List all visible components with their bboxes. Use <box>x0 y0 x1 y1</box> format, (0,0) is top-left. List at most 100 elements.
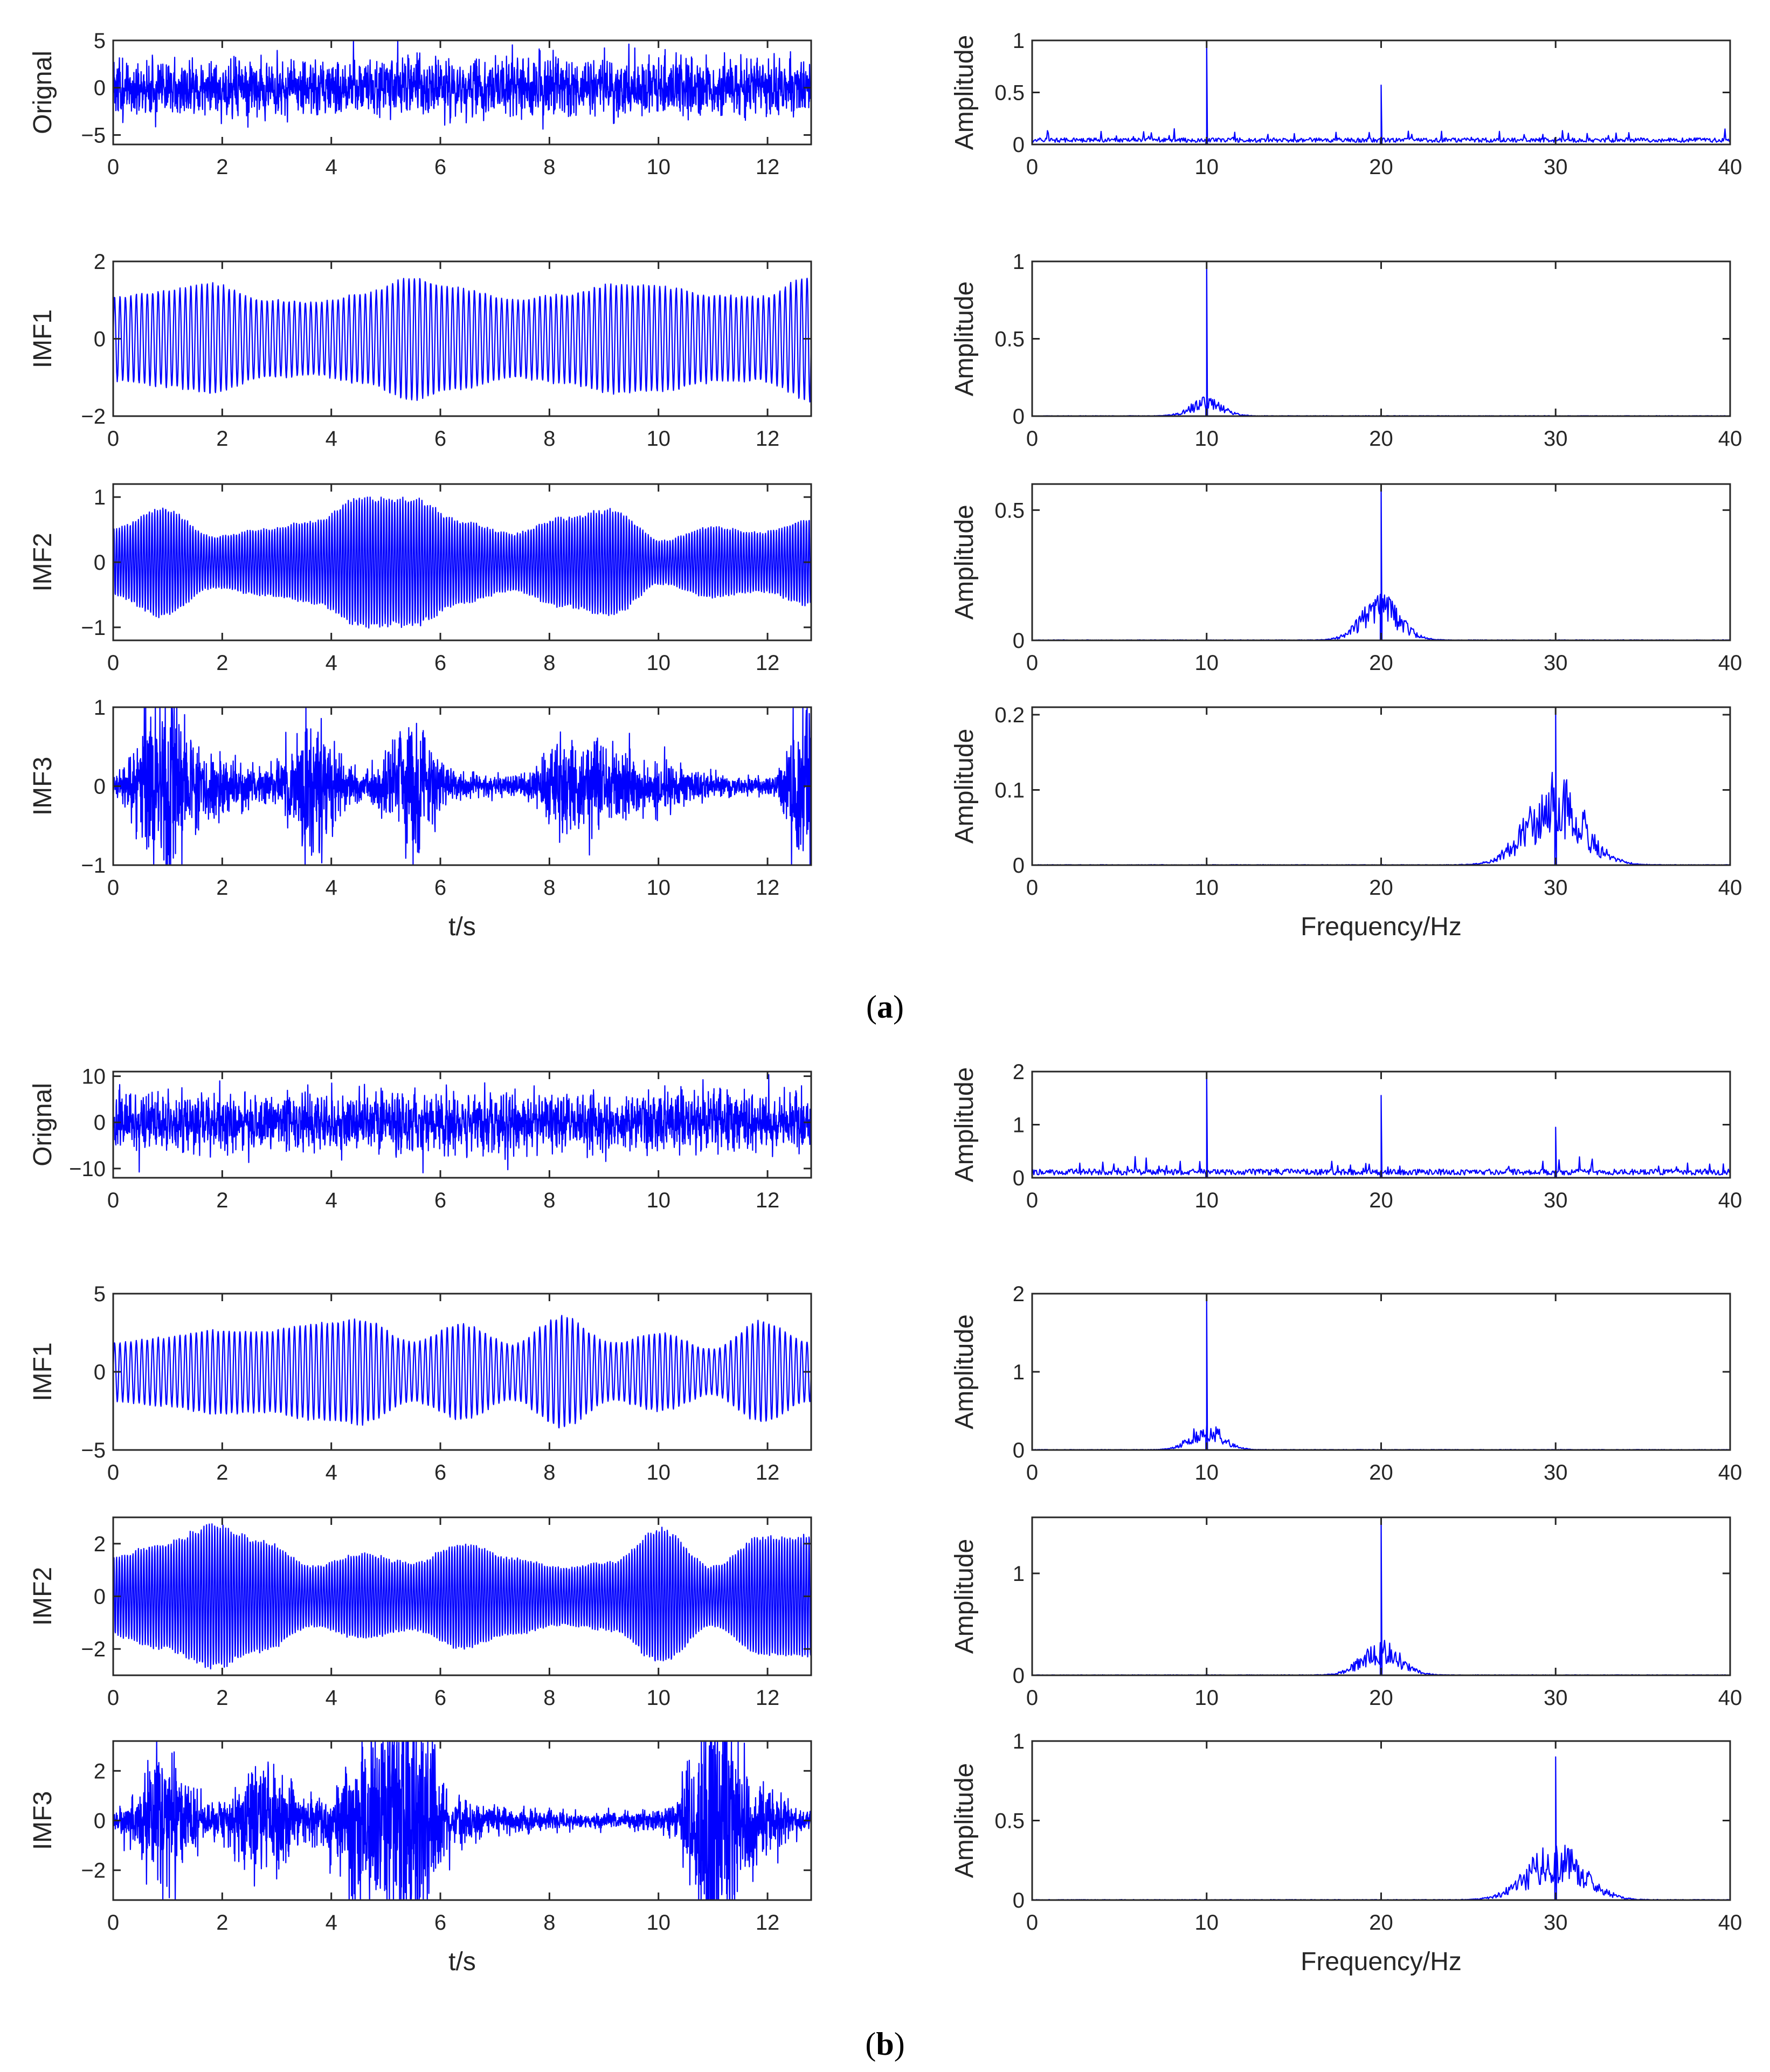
x-tick-label: 10 <box>1195 1911 1219 1935</box>
plot-a-freq-1: 0 10 20 30 40 0 0.5 1 Amplitude <box>950 250 1742 451</box>
signal-line <box>1032 707 1730 865</box>
x-tick-label: 40 <box>1718 651 1743 675</box>
signal-line <box>113 278 811 403</box>
y-axis-label: Amplitude <box>950 1314 979 1429</box>
plot-b-freq-3: 0 10 20 30 40 0 0.5 1 Amplitude Frequency/Hz <box>950 1730 1742 1976</box>
y-axis-label: Amplitude <box>950 1067 979 1182</box>
x-tick-label: 2 <box>216 651 228 675</box>
signal-line <box>113 707 811 865</box>
x-tick-label: 10 <box>646 427 670 451</box>
x-tick-label: 10 <box>1195 876 1219 900</box>
x-tick-label: 6 <box>434 1461 446 1484</box>
axes-frame <box>112 39 812 146</box>
y-axis-label: Amplitude <box>950 505 979 619</box>
x-tick-label: 8 <box>543 1686 555 1710</box>
x-tick-label: 10 <box>646 1461 670 1484</box>
y-tick-label: 1 <box>94 486 106 509</box>
y-tick-label: 0.5 <box>994 1809 1025 1833</box>
y-axis-label: Amplitude <box>950 1763 979 1878</box>
signal-line <box>1032 40 1730 144</box>
x-tick-label: 10 <box>646 1911 670 1935</box>
y-tick-label: −10 <box>69 1157 106 1181</box>
y-axis-label: Orignal <box>29 51 57 134</box>
y-axis-label: IMF1 <box>29 309 57 368</box>
plot-a-freq-2: 0 10 20 30 40 0 0.5 Amplitude <box>950 483 1743 675</box>
x-tick-label: 6 <box>434 876 446 900</box>
signal-line <box>1032 261 1730 416</box>
signal-line <box>113 1074 811 1173</box>
x-tick-label: 8 <box>543 155 555 179</box>
x-tick-label: 30 <box>1544 427 1568 451</box>
signal-line <box>113 1315 811 1429</box>
x-tick-label: 8 <box>543 651 555 675</box>
y-axis-label: Amplitude <box>950 281 979 396</box>
axes-frame <box>1031 706 1731 866</box>
x-tick-label: 4 <box>326 651 337 675</box>
x-tick-label: 2 <box>216 1461 228 1484</box>
signal-line <box>113 1741 811 1900</box>
y-tick-label: 0 <box>94 77 106 100</box>
x-tick-label: 8 <box>543 1461 555 1484</box>
y-tick-label: 0.1 <box>994 778 1025 802</box>
signal-line <box>113 40 811 130</box>
y-tick-label: 0.5 <box>994 328 1025 351</box>
x-tick-label: 0 <box>107 427 119 451</box>
y-tick-label: −2 <box>81 1638 106 1661</box>
x-axis-label: t/s <box>448 913 476 941</box>
plot-a-freq-0: 0 10 20 30 40 0 0.5 1 Amplitude <box>950 29 1742 179</box>
y-tick-label: −5 <box>81 123 106 147</box>
y-tick-label: 0 <box>94 1111 106 1135</box>
x-tick-label: 0 <box>107 651 119 675</box>
x-axis-label: Frequency/Hz <box>1301 1947 1462 1976</box>
x-tick-label: 20 <box>1369 1461 1393 1484</box>
x-tick-label: 0 <box>107 1686 119 1710</box>
x-tick-label: 4 <box>326 1189 337 1212</box>
x-tick-label: 6 <box>434 1189 446 1212</box>
x-tick-label: 10 <box>1195 155 1219 179</box>
y-axis-label: IMF3 <box>29 1791 57 1850</box>
plot-b-time-3: 0 2 4 6 8 10 12 −2 0 2 IMF3 t/s <box>29 1740 812 1976</box>
x-tick-label: 6 <box>434 1911 446 1935</box>
x-tick-label: 30 <box>1544 651 1568 675</box>
y-tick-label: 2 <box>1013 1060 1025 1084</box>
signal-line <box>113 496 811 629</box>
x-axis-label: t/s <box>448 1947 476 1976</box>
y-tick-label: 0 <box>94 775 106 799</box>
x-tick-label: 20 <box>1369 876 1393 900</box>
x-tick-label: 40 <box>1718 155 1743 179</box>
y-tick-label: 0 <box>1013 1664 1025 1688</box>
x-tick-label: 30 <box>1544 1686 1568 1710</box>
x-tick-label: 40 <box>1718 1189 1743 1212</box>
x-tick-label: 2 <box>216 155 228 179</box>
plot-a-freq-3: 0 10 20 30 40 0 0.1 0.2 Amplitude Frequency/Hz <box>950 703 1742 941</box>
x-tick-label: 10 <box>646 155 670 179</box>
y-tick-label: −2 <box>81 405 106 429</box>
x-tick-label: 0 <box>107 1911 119 1935</box>
axes-frame <box>112 1070 812 1179</box>
x-tick-label: 30 <box>1544 1911 1568 1935</box>
plot-b-time-2: 0 2 4 6 8 10 12 −2 0 2 IMF2 <box>29 1516 812 1710</box>
y-axis-label: IMF2 <box>29 533 57 591</box>
y-tick-label: 0.5 <box>994 81 1025 105</box>
x-tick-label: 40 <box>1718 1686 1743 1710</box>
y-tick-label: −2 <box>81 1859 106 1883</box>
y-axis-label: IMF3 <box>29 757 57 816</box>
x-tick-label: 30 <box>1544 1189 1568 1212</box>
x-tick-label: 0 <box>1026 876 1038 900</box>
x-tick-label: 8 <box>543 1911 555 1935</box>
x-tick-label: 20 <box>1369 1686 1393 1710</box>
y-tick-label: 0 <box>1013 405 1025 429</box>
x-tick-label: 4 <box>326 1461 337 1484</box>
y-tick-label: 0 <box>1013 629 1025 653</box>
y-axis-label: IMF1 <box>29 1342 57 1401</box>
x-tick-label: 8 <box>543 876 555 900</box>
x-tick-label: 4 <box>326 1686 337 1710</box>
y-tick-label: −5 <box>81 1439 106 1462</box>
x-tick-label: 12 <box>756 1189 780 1212</box>
x-tick-label: 12 <box>756 155 780 179</box>
x-tick-label: 10 <box>1195 427 1219 451</box>
y-tick-label: 5 <box>94 29 106 53</box>
